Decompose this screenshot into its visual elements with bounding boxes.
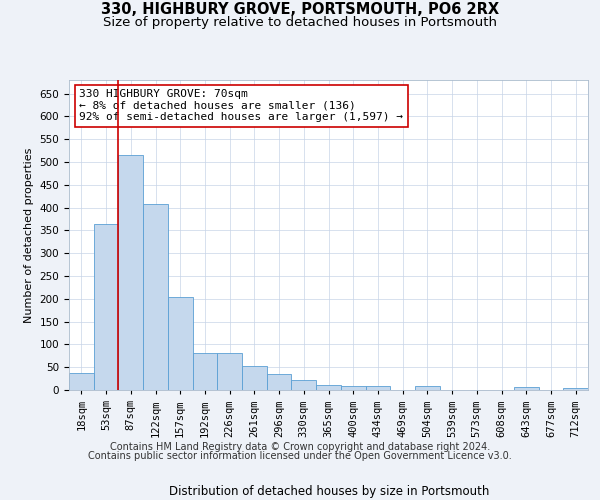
Bar — [143, 204, 168, 390]
Bar — [415, 386, 440, 390]
Bar — [242, 366, 267, 390]
Bar — [94, 224, 118, 390]
Bar — [563, 388, 588, 390]
Y-axis label: Number of detached properties: Number of detached properties — [24, 148, 34, 322]
Text: Distribution of detached houses by size in Portsmouth: Distribution of detached houses by size … — [169, 484, 489, 498]
Bar — [341, 386, 365, 390]
Bar — [118, 155, 143, 390]
Text: Contains public sector information licensed under the Open Government Licence v3: Contains public sector information licen… — [88, 451, 512, 461]
Bar — [217, 352, 242, 390]
Text: Size of property relative to detached houses in Portsmouth: Size of property relative to detached ho… — [103, 16, 497, 29]
Text: 330 HIGHBURY GROVE: 70sqm
← 8% of detached houses are smaller (136)
92% of semi-: 330 HIGHBURY GROVE: 70sqm ← 8% of detach… — [79, 90, 403, 122]
Bar — [316, 384, 341, 390]
Text: 330, HIGHBURY GROVE, PORTSMOUTH, PO6 2RX: 330, HIGHBURY GROVE, PORTSMOUTH, PO6 2RX — [101, 2, 499, 18]
Bar — [193, 352, 217, 390]
Bar — [267, 374, 292, 390]
Bar — [292, 380, 316, 390]
Bar — [69, 373, 94, 390]
Text: Contains HM Land Registry data © Crown copyright and database right 2024.: Contains HM Land Registry data © Crown c… — [110, 442, 490, 452]
Bar — [365, 386, 390, 390]
Bar — [514, 388, 539, 390]
Bar — [168, 297, 193, 390]
